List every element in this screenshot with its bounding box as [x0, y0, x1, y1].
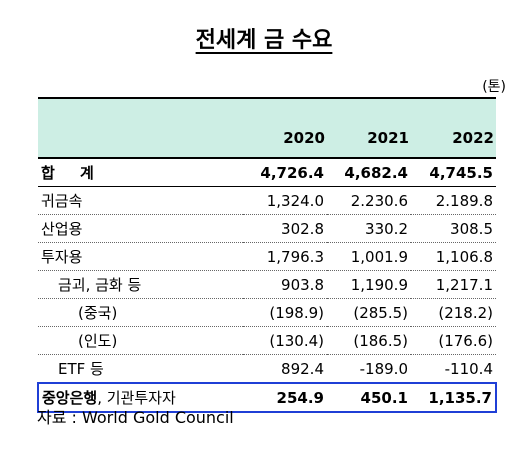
cell-value: 1,324.0: [243, 186, 327, 215]
table-row: ETF 등 892.4 -189.0 -110.4: [38, 355, 496, 384]
cell-value: 4,745.5: [411, 157, 496, 187]
header-blank: [38, 98, 243, 158]
table-row: 귀금속 1,324.0 2.230.6 2.189.8: [38, 186, 496, 215]
cell-value: 308.5: [411, 214, 496, 243]
row-label: 합 계: [38, 157, 243, 187]
unit-label: (톤): [482, 79, 506, 95]
table-row: 투자용 1,796.3 1,001.9 1,106.8: [38, 242, 496, 271]
cell-value: 903.8: [243, 270, 327, 299]
row-label: 귀금속: [38, 186, 243, 215]
table-row: 산업용 302.8 330.2 308.5: [38, 214, 496, 243]
cell-value: 1,001.9: [327, 242, 411, 271]
gold-demand-table: 2020 2021 2022 합 계 4,726.4 4,682.4 4,745…: [37, 97, 497, 413]
cell-value: (186.5): [327, 326, 411, 355]
row-label: 투자용: [38, 242, 243, 271]
row-label: ETF 등: [58, 360, 104, 378]
cell-value: (285.5): [327, 298, 411, 327]
row-label-rest: , 기관투자자: [97, 389, 176, 407]
cell-value: 330.2: [327, 214, 411, 243]
table-row: (중국) (198.9) (285.5) (218.2): [38, 298, 496, 327]
cell-value: 254.9: [243, 382, 327, 413]
cell-value: (176.6): [411, 326, 496, 355]
table-row: (인도) (130.4) (186.5) (176.6): [38, 326, 496, 355]
table-row-total: 합 계 4,726.4 4,682.4 4,745.5: [38, 157, 496, 187]
row-label: 중앙은행, 기관투자자: [37, 382, 243, 413]
cell-value: (218.2): [411, 298, 496, 327]
row-label-bold: 중앙은행: [42, 389, 98, 407]
cell-value: 1,135.7: [411, 382, 497, 413]
cell-value: 1,796.3: [243, 242, 327, 271]
cell-value: 2.189.8: [411, 186, 496, 215]
table-row: 금괴, 금화 등 903.8 1,190.9 1,217.1: [38, 270, 496, 299]
cell-value: 1,190.9: [327, 270, 411, 299]
cell-value: 2.230.6: [327, 186, 411, 215]
row-label: 산업용: [38, 214, 243, 243]
cell-value: 892.4: [281, 359, 324, 378]
cell-value: 4,682.4: [327, 157, 411, 187]
cell-value: (130.4): [243, 326, 327, 355]
table-row-highlighted: 중앙은행, 기관투자자 254.9 450.1 1,135.7: [37, 382, 497, 413]
cell-value: 450.1: [327, 382, 411, 413]
cell-value: 1,106.8: [411, 242, 496, 271]
header-year-2021: 2021: [367, 129, 409, 147]
cell-value: -110.4: [444, 359, 493, 378]
table-header-row: 2020 2021 2022: [38, 98, 496, 158]
header-year-2022: 2022: [452, 129, 494, 147]
header-year-2020: 2020: [283, 129, 325, 147]
source-note: 자료 : World Gold Council: [37, 408, 234, 427]
cell-value: 4,726.4: [243, 157, 327, 187]
row-label: (중국): [38, 298, 243, 327]
page-title: 전세계 금 수요: [195, 28, 333, 53]
cell-value: -189.0: [359, 359, 408, 378]
row-label: 금괴, 금화 등: [38, 270, 243, 299]
row-label: (인도): [38, 326, 243, 355]
cell-value: 302.8: [243, 214, 327, 243]
cell-value: 1,217.1: [411, 270, 496, 299]
cell-value: (198.9): [243, 298, 327, 327]
